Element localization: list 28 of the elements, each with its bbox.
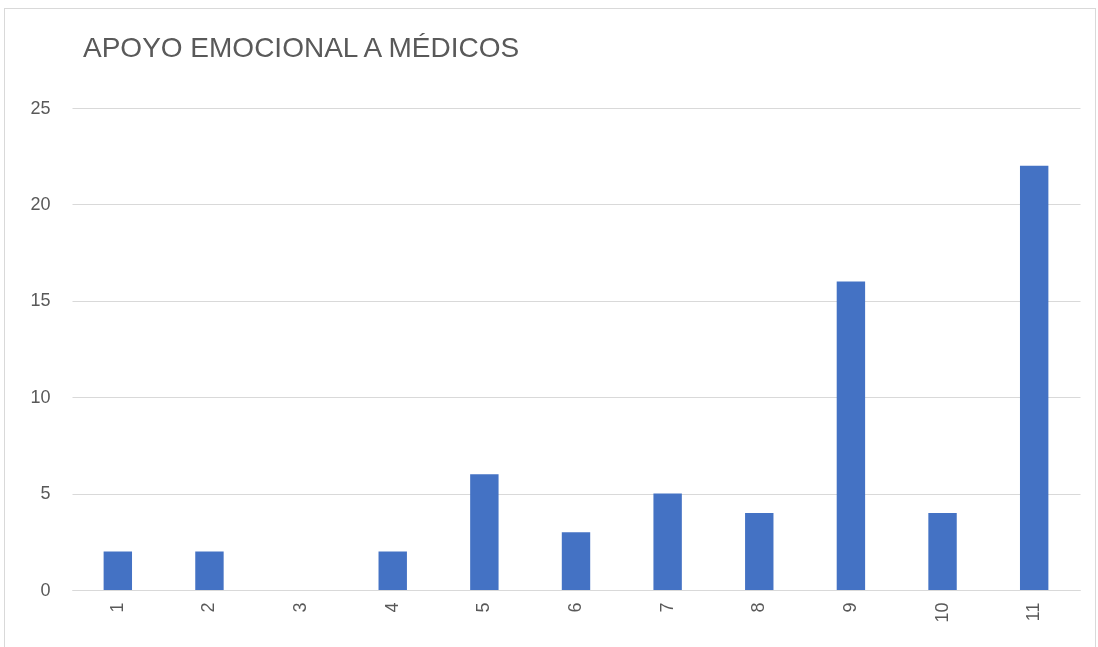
- bar: [561, 532, 591, 590]
- bar: [378, 551, 407, 590]
- y-tick-label: 0: [40, 579, 51, 600]
- x-tick-label: 3: [290, 602, 311, 613]
- bar: [836, 281, 866, 590]
- y-tick-label: 10: [30, 386, 51, 407]
- x-tick-label: 6: [565, 602, 585, 613]
- y-tick-label: 5: [40, 483, 51, 504]
- x-tick-label: 2: [198, 602, 219, 613]
- y-tick-label: 20: [30, 193, 51, 214]
- bar: [1019, 165, 1049, 590]
- chart-title: APOYO EMOCIONAL A MÉDICOS: [83, 32, 520, 63]
- x-tick-label: 10: [931, 602, 952, 623]
- bar: [470, 474, 499, 590]
- bar: [745, 512, 774, 590]
- y-tick-label: 25: [30, 97, 51, 118]
- x-tick-label: 4: [381, 602, 402, 613]
- bar: [103, 551, 133, 590]
- x-tick-label: 11: [1023, 602, 1044, 622]
- bar: [195, 551, 224, 590]
- x-tick-label: 7: [656, 602, 677, 613]
- x-tick-label: 1: [106, 602, 127, 613]
- x-tick-label: 5: [473, 602, 494, 613]
- bar: [653, 493, 682, 590]
- y-tick-label: 15: [30, 290, 51, 311]
- x-tick-label: 9: [839, 602, 860, 613]
- bar: [928, 512, 957, 590]
- x-tick-label: 8: [748, 602, 769, 613]
